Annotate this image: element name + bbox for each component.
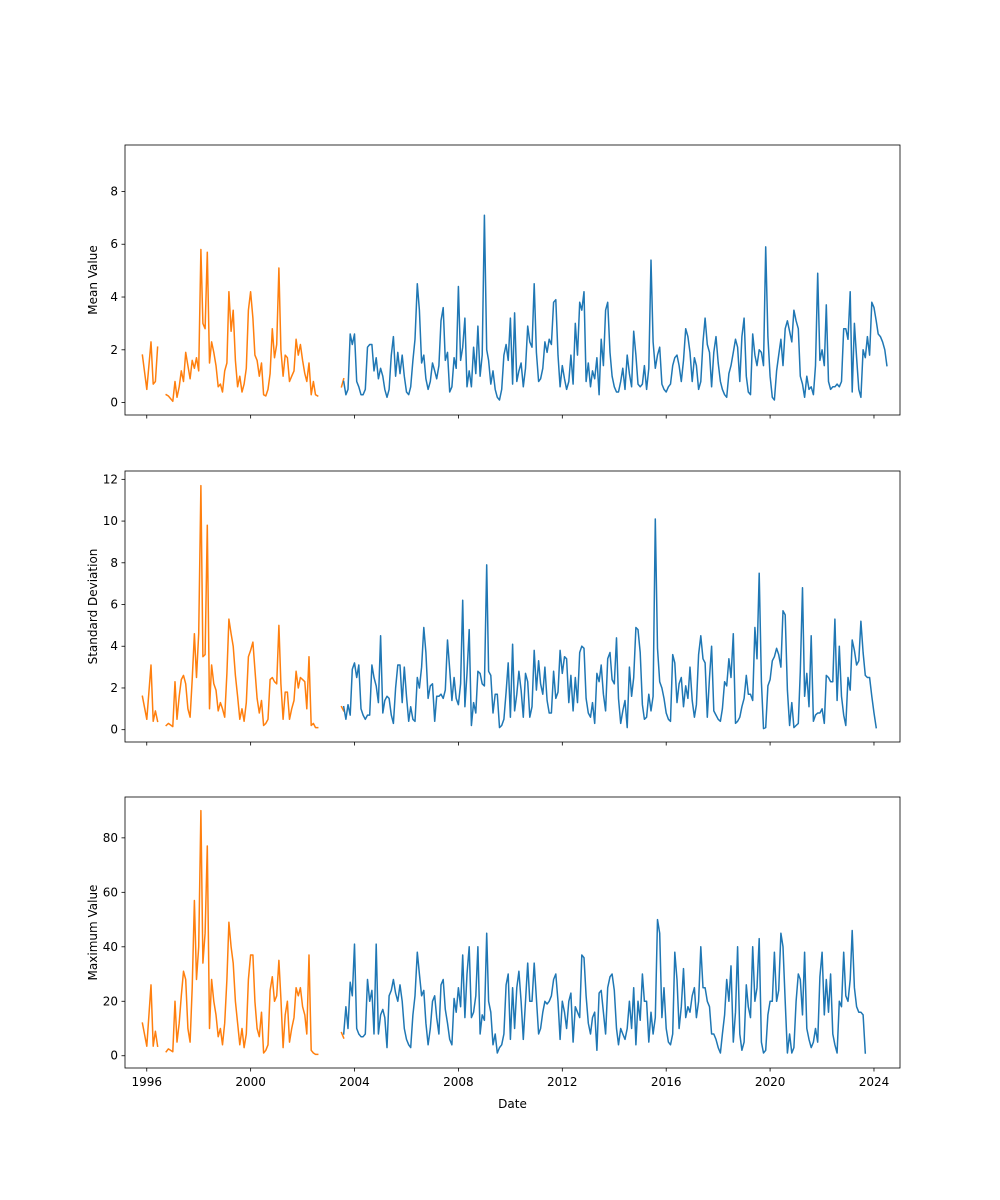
series-1-line-segment-1: [141, 341, 159, 391]
series-1-line-segment-2: [165, 809, 319, 1056]
y-tick-label: 12: [103, 472, 118, 486]
series-2-line-segment-1: [342, 214, 888, 401]
series-1-line-segment-1: [141, 664, 159, 723]
axes-frame: [124, 144, 901, 416]
y-tick-label: 40: [103, 940, 118, 954]
series-1-line-segment-2: [165, 484, 319, 729]
y-tick-label: 20: [103, 994, 118, 1008]
y-tick-label: 2: [110, 681, 118, 695]
axes-panel-2: 0 2 4 6 8 10 12 Standard Deviation: [86, 470, 901, 746]
axes-frame: [124, 470, 901, 743]
x-tick-label: 2004: [339, 1075, 370, 1089]
y-axis-label: Standard Deviation: [86, 549, 100, 665]
x-tick-label: 2024: [859, 1075, 890, 1089]
y-tick-label: 4: [110, 290, 118, 304]
y-tick-label: 6: [110, 598, 118, 612]
x-tick-label: 2016: [651, 1075, 682, 1089]
y-tick-label: 8: [110, 184, 118, 198]
series-2-line-segment-1: [342, 518, 878, 730]
x-tick-label: 2008: [443, 1075, 474, 1089]
y-tick-label: 0: [110, 396, 118, 410]
x-tick-label: 2012: [547, 1075, 578, 1089]
y-axis-label: Mean Value: [86, 245, 100, 314]
y-tick-label: 60: [103, 885, 118, 899]
y-tick-label: 4: [110, 639, 118, 653]
axes-panel-1: 0 2 4 6 8 Mean Value: [86, 144, 901, 419]
x-tick-label: 2000: [235, 1075, 266, 1089]
series-1-line-segment-3: [340, 377, 345, 388]
series-1-line-segment-2: [165, 248, 319, 403]
x-axis-label: Date: [498, 1097, 527, 1111]
series-1-line-segment-3: [340, 705, 345, 712]
y-tick-label: 10: [103, 514, 118, 528]
x-tick-label: 2020: [755, 1075, 786, 1089]
y-axis-label: Maximum Value: [86, 885, 100, 981]
axes-frame: [124, 796, 901, 1069]
series-1-line-segment-1: [141, 984, 159, 1048]
y-tick-label: 2: [110, 343, 118, 357]
axes-panel-3: 0 20 40 60 80 1996 2000 2004 2008 2012 2016 2020 202…: [86, 796, 901, 1111]
series-1-line-segment-3: [340, 1031, 345, 1039]
series-2-line-segment-1: [342, 918, 867, 1054]
y-tick-label: 0: [110, 723, 118, 737]
y-tick-label: 8: [110, 556, 118, 570]
y-tick-label: 80: [103, 831, 118, 845]
x-tick-label: 1996: [131, 1075, 162, 1089]
y-tick-label: 6: [110, 237, 118, 251]
y-tick-label: 0: [110, 1049, 118, 1063]
